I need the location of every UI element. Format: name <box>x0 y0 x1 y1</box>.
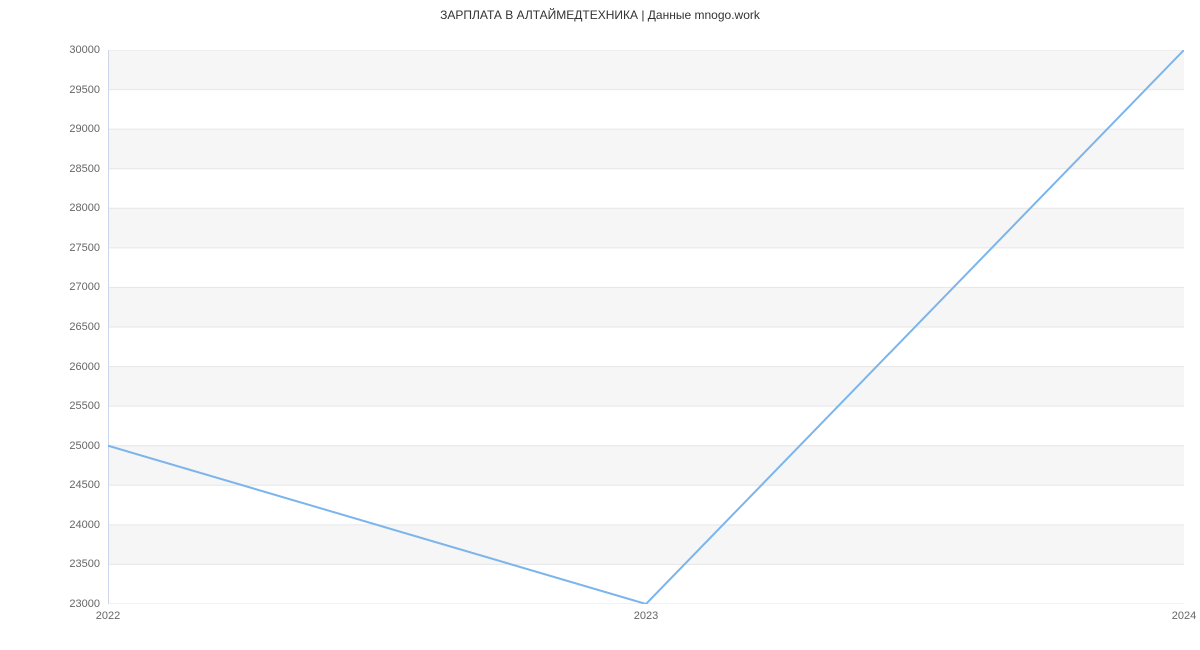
chart-title: ЗАРПЛАТА В АЛТАЙМЕДТЕХНИКА | Данные mnog… <box>0 8 1200 22</box>
y-tick-label: 24500 <box>10 479 100 491</box>
y-tick-label: 30000 <box>10 44 100 56</box>
y-tick-label: 26000 <box>10 361 100 373</box>
y-tick-label: 27000 <box>10 281 100 293</box>
x-tick-label: 2022 <box>96 610 120 622</box>
y-tick-label: 27500 <box>10 242 100 254</box>
y-tick-label: 29500 <box>10 84 100 96</box>
plot-svg <box>108 50 1184 604</box>
y-tick-label: 28500 <box>10 163 100 175</box>
y-tick-label: 26500 <box>10 321 100 333</box>
y-tick-label: 29000 <box>10 123 100 135</box>
y-tick-label: 23000 <box>10 598 100 610</box>
y-tick-label: 24000 <box>10 519 100 531</box>
plot-area <box>108 50 1184 604</box>
salary-chart: ЗАРПЛАТА В АЛТАЙМЕДТЕХНИКА | Данные mnog… <box>0 0 1200 650</box>
x-tick-label: 2023 <box>634 610 658 622</box>
x-tick-label: 2024 <box>1172 610 1196 622</box>
y-tick-label: 28000 <box>10 202 100 214</box>
y-tick-label: 25500 <box>10 400 100 412</box>
y-tick-label: 23500 <box>10 558 100 570</box>
y-tick-label: 25000 <box>10 440 100 452</box>
